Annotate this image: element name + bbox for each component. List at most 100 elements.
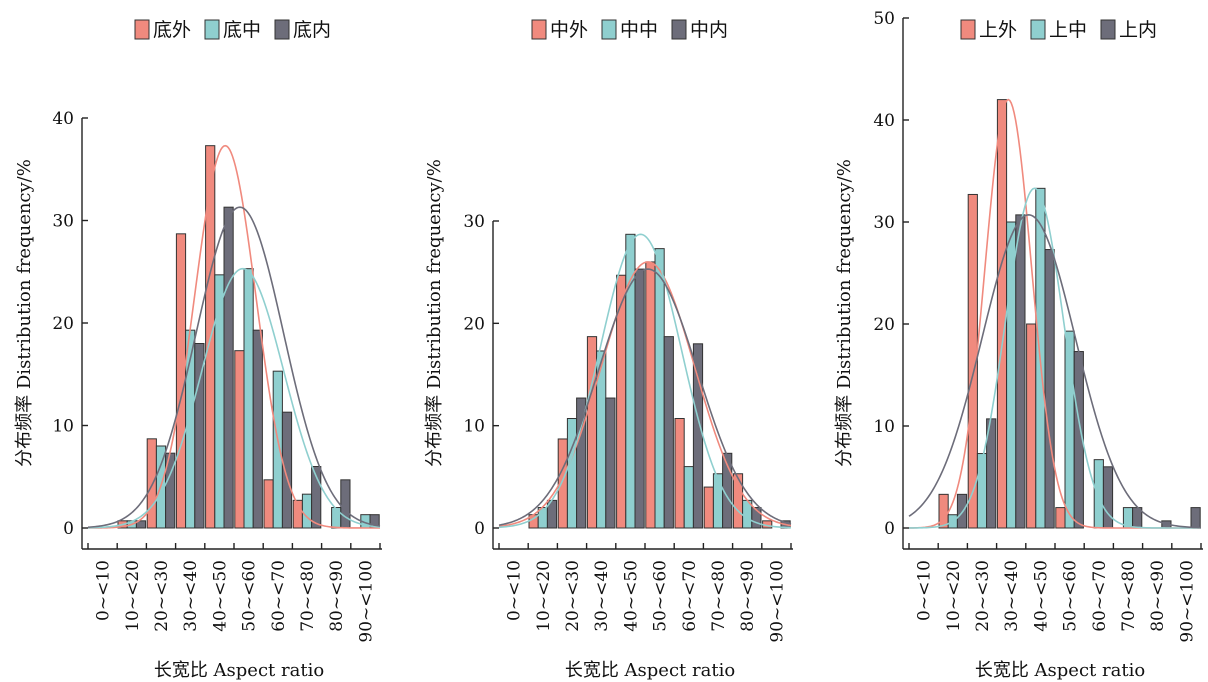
y-tick-label: 0 xyxy=(474,519,485,539)
x-tick-label: 80~<90 xyxy=(1148,560,1168,632)
bar-上外-20~<30 xyxy=(967,193,978,529)
bar-底外-60~<70 xyxy=(263,479,274,529)
bar-中内-50~<60 xyxy=(663,336,674,529)
bar-底中-70~<80 xyxy=(301,493,313,529)
x-tick-label: 40~<50 xyxy=(1031,560,1051,632)
x-tick-label: 0~<10 xyxy=(505,560,525,621)
x-tick-label: 60~<70 xyxy=(680,560,700,632)
y-tick-label: 10 xyxy=(873,417,895,437)
bar-中中-20~<30 xyxy=(566,418,578,529)
x-tick-label: 20~<30 xyxy=(563,560,583,632)
fit-curve-上外 xyxy=(908,98,1201,529)
bar-上内-90~<100 xyxy=(1190,507,1201,529)
fit-curve-上中 xyxy=(908,187,1201,529)
legend-swatch-中外 xyxy=(531,19,547,40)
bar-上中-60~<70 xyxy=(1093,459,1104,529)
bar-中内-80~<90 xyxy=(751,507,762,529)
bar-中外-70~<80 xyxy=(703,486,714,529)
bar-中外-50~<60 xyxy=(645,261,656,529)
bar-上内-30~<40 xyxy=(1015,214,1026,529)
x-tick-label: 0~<10 xyxy=(915,560,935,621)
legend-label-上内: 上内 xyxy=(1119,19,1157,41)
bar-中内-70~<80 xyxy=(722,452,733,529)
bar-底内-50~<60 xyxy=(252,329,263,529)
y-tick-label: 0 xyxy=(63,519,74,539)
x-tick-label: 0~<10 xyxy=(94,560,114,621)
bar-中内-40~<50 xyxy=(634,268,645,529)
x-tick-label: 70~<80 xyxy=(298,560,318,632)
y-tick-label: 40 xyxy=(52,109,74,129)
x-tick-label: 30~<40 xyxy=(181,560,201,632)
y-tick-label: 20 xyxy=(52,314,74,334)
fit-curve-上内 xyxy=(908,214,1202,529)
bar-上中-30~<40 xyxy=(1006,221,1017,529)
fit-curve-底内 xyxy=(87,206,381,529)
legend-label-中外: 中外 xyxy=(550,19,588,41)
legend: 底外 底中 底内 xyxy=(134,19,331,41)
legend-swatch-上中 xyxy=(1030,19,1046,40)
x-tick-label: 70~<80 xyxy=(709,560,729,632)
legend-swatch-底外 xyxy=(134,19,150,40)
bar-底外-30~<40 xyxy=(175,233,187,529)
bar-底内-60~<70 xyxy=(281,411,293,529)
x-tick-label: 90~<100 xyxy=(356,560,376,643)
x-tick-label: 80~<90 xyxy=(327,560,347,632)
x-tick-label: 10~<20 xyxy=(944,560,964,632)
x-tick-label: 60~<70 xyxy=(269,560,289,632)
bar-底中-40~<50 xyxy=(214,274,225,529)
y-axis-title: 分布频率 Distribution frequency/% xyxy=(424,159,445,467)
x-tick-label: 30~<40 xyxy=(1002,560,1022,632)
bar-底内-70~<80 xyxy=(311,466,322,529)
x-tick-label: 50~<60 xyxy=(240,560,260,632)
fit-curve-底外 xyxy=(88,144,380,529)
bar-底中-60~<70 xyxy=(272,370,283,529)
x-tick-label: 70~<80 xyxy=(1119,560,1139,632)
x-tick-label: 80~<90 xyxy=(738,560,758,632)
legend-label-底外: 底外 xyxy=(153,19,191,41)
bar-上内-40~<50 xyxy=(1044,249,1055,529)
y-tick-label: 20 xyxy=(463,314,485,334)
x-tick-label: 10~<20 xyxy=(534,560,554,632)
bar-中中-70~<80 xyxy=(712,473,724,529)
bar-上中-20~<30 xyxy=(976,453,988,529)
legend-swatch-上外 xyxy=(960,19,976,40)
y-tick-label: 40 xyxy=(873,111,895,131)
chart-panel-1: 0 10 20 30 40 0~<10 10~<20 20~<30 30~<40 40~<50 50… xyxy=(14,19,382,681)
legend-label-底中: 底中 xyxy=(223,19,261,41)
fit-curve-中外 xyxy=(498,261,792,528)
x-tick-label: 10~<20 xyxy=(123,560,143,632)
y-tick-label: 0 xyxy=(884,519,895,539)
x-tick-label: 20~<30 xyxy=(152,560,172,632)
bar-中内-20~<30 xyxy=(576,397,587,529)
x-tick-label: 30~<40 xyxy=(592,560,612,632)
x-tick-label: 40~<50 xyxy=(210,560,230,632)
bar-底内-40~<50 xyxy=(223,206,234,529)
y-tick-label: 30 xyxy=(463,212,485,232)
bar-底中-80~<90 xyxy=(331,507,342,529)
x-tick-label: 50~<60 xyxy=(651,560,671,632)
legend-label-上中: 上中 xyxy=(1049,19,1087,41)
bar-中内-30~<40 xyxy=(605,397,616,529)
fit-curve-中内 xyxy=(498,268,792,526)
legend-label-上外: 上外 xyxy=(979,19,1017,41)
x-tick-label: 20~<30 xyxy=(973,560,993,632)
legend: 中外 中中 中内 xyxy=(531,19,728,41)
y-tick-label: 50 xyxy=(873,9,895,29)
y-tick-label: 30 xyxy=(873,213,895,233)
bar-底内-80~<90 xyxy=(340,479,351,529)
bar-上外-40~<50 xyxy=(1026,323,1037,529)
y-tick-label: 20 xyxy=(873,315,895,335)
bar-中中-60~<70 xyxy=(683,466,694,529)
bar-中外-60~<70 xyxy=(674,418,685,529)
x-tick-label: 60~<70 xyxy=(1090,560,1110,632)
bar-上内-60~<70 xyxy=(1102,466,1114,529)
legend-label-中中: 中中 xyxy=(620,19,658,41)
y-axis-title: 分布频率 Distribution frequency/% xyxy=(14,159,35,467)
bar-上外-50~<60 xyxy=(1055,507,1066,529)
x-axis-title: 长宽比 Aspect ratio xyxy=(975,660,1145,681)
legend-swatch-上内 xyxy=(1100,19,1116,40)
legend-label-中内: 中内 xyxy=(690,19,728,41)
bar-中中-50~<60 xyxy=(654,248,665,529)
legend-swatch-中中 xyxy=(601,19,617,40)
